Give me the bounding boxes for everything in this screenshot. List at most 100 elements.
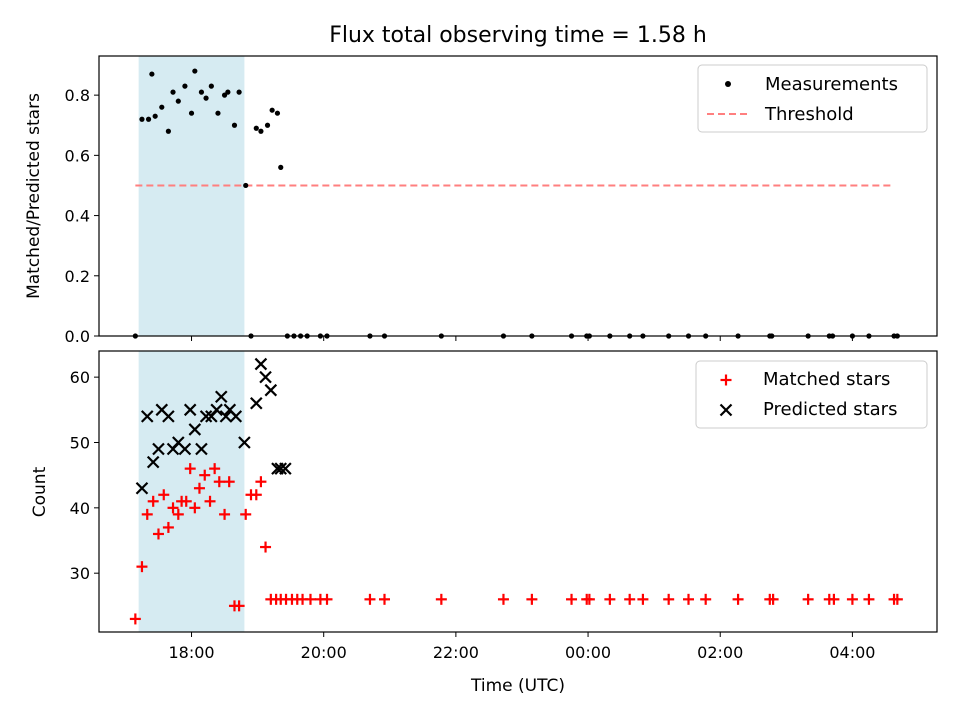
measurement-point: [231, 122, 238, 128]
measurement-point: [175, 98, 181, 104]
measurement-point: [198, 89, 205, 95]
matched-star-points: [129, 463, 903, 625]
matched-star-point: [240, 508, 252, 520]
matched-star-point: [193, 482, 205, 494]
matched-star-point: [637, 593, 649, 605]
matched-star-point: [189, 502, 201, 514]
matched-star-point: [141, 508, 153, 520]
matched-star-point: [863, 593, 875, 605]
measurement-point: [203, 95, 209, 101]
matched-star-point: [700, 593, 712, 605]
panel-bottom: 30 40 50 60 18:00 20:00 22:00 00:00 02:00 04:00 C…: [30, 350, 938, 696]
matched-star-point: [250, 489, 262, 501]
bottom-y-tick-label: 30: [70, 564, 90, 583]
matched-star-point: [624, 593, 636, 605]
top-y-tick-label: 0.0: [65, 327, 90, 346]
predicted-star-point: [199, 410, 213, 423]
predicted-star-point: [279, 462, 292, 475]
predicted-star-point: [152, 442, 165, 456]
legend-threshold-label: Threshold: [764, 104, 854, 125]
matched-star-point: [260, 541, 272, 553]
matched-star-point: [526, 593, 538, 605]
matched-star-point: [604, 593, 616, 605]
predicted-star-point: [140, 410, 154, 423]
measurement-point: [264, 122, 271, 128]
measurement-point: [165, 128, 171, 134]
matched-star-point: [172, 508, 184, 520]
matched-star-point: [802, 593, 814, 605]
matched-star-point: [364, 593, 376, 605]
x-tick-label: 18:00: [168, 643, 214, 662]
x-tick-label: 20:00: [301, 643, 347, 662]
bottom-y-axis-label: Count: [30, 466, 50, 517]
matched-star-point: [209, 463, 221, 475]
predicted-star-point: [250, 397, 263, 410]
predicted-star-point: [214, 390, 228, 404]
x-tick-label: 04:00: [829, 643, 875, 662]
measurement-point: [258, 128, 264, 134]
predicted-star-point: [259, 370, 272, 384]
top-legend: Measurements Threshold: [697, 64, 928, 133]
predicted-star-point: [195, 442, 208, 456]
measurement-point: [278, 164, 284, 170]
measurement-point: [170, 89, 176, 95]
top-axis-ticks: 0.0 0.2 0.4 0.6 0.8: [65, 86, 853, 346]
top-y-tick-label: 0.6: [65, 146, 90, 165]
measurement-point: [139, 116, 145, 122]
predicted-star-point: [219, 410, 233, 423]
bottom-y-tick-label: 50: [70, 433, 90, 452]
top-y-axis-label: Matched/Predicted stars: [24, 93, 44, 299]
matched-star-point: [162, 521, 174, 533]
measurement-point: [149, 71, 155, 77]
legend-matched-label: Matched stars: [763, 369, 890, 390]
measurement-point: [145, 116, 152, 122]
bottom-axis-ticks: 30 40 50 60 18:00 20:00 22:00 00:00 02:00 04:00: [70, 368, 876, 662]
matched-star-point: [199, 469, 211, 481]
top-y-tick-label: 0.8: [65, 86, 90, 105]
legend-predicted-cross: [719, 403, 733, 417]
matched-star-point: [683, 593, 695, 605]
matched-star-point: [147, 495, 159, 507]
matched-star-point: [304, 593, 316, 605]
matched-star-point: [846, 593, 858, 605]
predicted-star-points: [135, 357, 292, 495]
matched-star-point: [732, 593, 744, 605]
x-tick-label: 22:00: [433, 643, 479, 662]
x-tick-label: 02:00: [697, 643, 743, 662]
predicted-star-point: [188, 423, 202, 436]
measurement-point: [159, 104, 165, 110]
legend-predicted-label: Predicted stars: [763, 399, 897, 420]
predicted-star-point: [238, 436, 251, 449]
matched-star-point: [184, 463, 196, 475]
measurement-point: [188, 110, 195, 116]
matched-star-point: [663, 593, 675, 605]
matched-star-point: [158, 489, 170, 501]
chart-title: Flux total observing time = 1.58 h: [329, 23, 707, 48]
bottom-y-tick-label: 40: [70, 499, 90, 518]
measurement-point: [243, 182, 249, 189]
matched-star-point: [167, 502, 179, 514]
measurement-point: [192, 68, 198, 74]
measurement-point: [225, 89, 231, 95]
measurement-point: [182, 83, 188, 89]
x-tick-label: 00:00: [565, 643, 611, 662]
top-observing-span: [138, 56, 245, 336]
matched-star-point: [255, 476, 267, 488]
bottom-observing-span: [138, 351, 245, 632]
matched-star-point: [136, 561, 148, 573]
predicted-star-point: [254, 357, 268, 371]
predicted-star-point: [229, 410, 243, 423]
matched-star-point: [435, 593, 447, 605]
measurement-point: [152, 113, 158, 119]
measurement-point: [208, 83, 214, 89]
x-axis-label: Time (UTC): [470, 676, 565, 696]
legend-matched-plus: [720, 374, 732, 386]
matched-star-point: [583, 593, 595, 605]
bottom-axes-frame: [98, 350, 938, 633]
predicted-star-point: [274, 462, 288, 475]
matched-star-point: [219, 508, 231, 520]
predicted-star-point: [210, 403, 223, 417]
predicted-star-point: [135, 481, 149, 495]
measurement-point: [269, 107, 275, 113]
top-legend-box: [697, 64, 928, 133]
